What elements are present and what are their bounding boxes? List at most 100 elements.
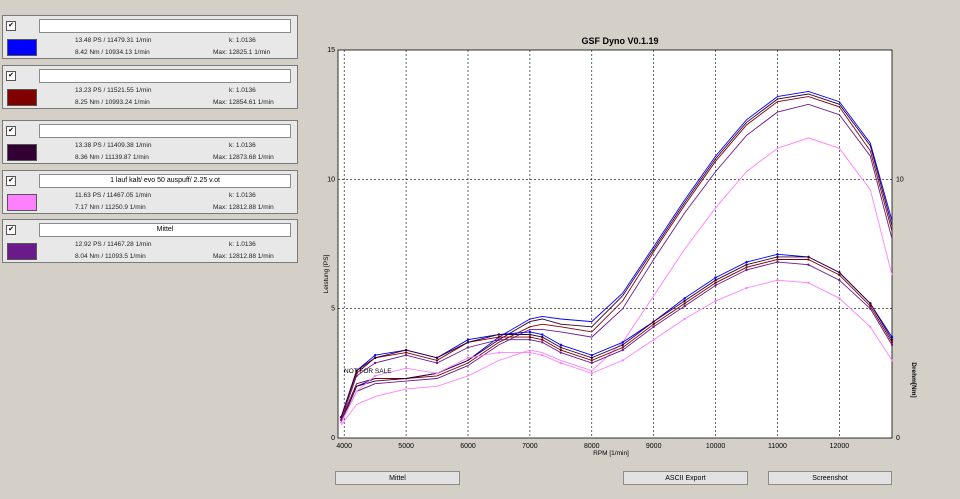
run-name-field[interactable]: 1 lauf kalt/ evo 50 auspuff/ 2.25 v.ot bbox=[39, 174, 291, 188]
torque-point bbox=[466, 341, 470, 344]
run-name-field[interactable] bbox=[39, 124, 291, 138]
run-panel: ✔ 1 lauf kalt/ evo 50 auspuff/ 2.25 v.ot… bbox=[2, 170, 298, 214]
not-for-sale-annotation: NOT FOR SALE bbox=[344, 368, 392, 375]
torque-point bbox=[683, 299, 686, 303]
torque-point bbox=[466, 338, 470, 341]
torque-point bbox=[541, 338, 544, 341]
run-torque-value: 8.04 Nm / 11093.5 1/min bbox=[75, 253, 146, 260]
run-power-value: 13.48 PS / 11479.31 1/min bbox=[75, 37, 152, 44]
screenshot-button[interactable]: Screenshot bbox=[768, 471, 892, 485]
torque-point bbox=[559, 346, 563, 349]
torque-point bbox=[528, 338, 532, 341]
run-color-swatch[interactable] bbox=[7, 144, 37, 161]
torque-point bbox=[807, 258, 810, 261]
run-checkbox[interactable]: ✔ bbox=[6, 21, 16, 31]
torque-point bbox=[404, 351, 408, 354]
run-panel: ✔ 13.38 PS / 11409.38 1/min 8.36 Nm / 11… bbox=[2, 120, 298, 164]
torque-point bbox=[714, 284, 717, 287]
y2-tick-label: 10 bbox=[896, 176, 904, 183]
torque-point bbox=[869, 325, 872, 328]
torque-point bbox=[559, 351, 563, 354]
torque-point bbox=[435, 359, 439, 362]
torque-point bbox=[776, 279, 779, 282]
torque-point bbox=[339, 421, 343, 424]
torque-point bbox=[621, 346, 624, 349]
run-panel: ✔ 13.48 PS / 11479.31 1/min 8.42 Nm / 10… bbox=[2, 15, 298, 59]
y-axis-ticks: 0 5 10 15 bbox=[327, 47, 335, 442]
dyno-chart: GSF Dyno V0.1.19 4000 5000 6000 7000 8000 900… bbox=[320, 32, 920, 464]
run-checkbox[interactable]: ✔ bbox=[6, 71, 16, 81]
torque-point bbox=[404, 348, 408, 352]
run-panel: ✔ Mittel 12.92 PS / 11467.28 1/min 8.04 … bbox=[2, 219, 298, 263]
run-checkbox[interactable]: ✔ bbox=[6, 176, 16, 186]
torque-point bbox=[528, 335, 532, 339]
torque-point bbox=[776, 258, 779, 261]
torque-point bbox=[497, 351, 501, 354]
torque-point bbox=[890, 341, 894, 344]
torque-point bbox=[807, 263, 810, 266]
run-color-swatch[interactable] bbox=[7, 39, 37, 56]
torque-point bbox=[355, 369, 358, 372]
torque-point bbox=[652, 320, 655, 323]
run-power-value: 13.23 PS / 11521.55 1/min bbox=[75, 87, 152, 94]
run-power-value: 13.38 PS / 11409.38 1/min bbox=[75, 142, 152, 149]
torque-point bbox=[776, 253, 779, 256]
torque-point bbox=[838, 279, 841, 282]
run-k-factor: k: 1.0136 bbox=[229, 37, 256, 44]
torque-point bbox=[590, 354, 593, 357]
torque-point bbox=[541, 354, 544, 357]
run-name-field[interactable] bbox=[39, 19, 291, 33]
run-color-swatch[interactable] bbox=[7, 243, 37, 260]
ascii-export-button[interactable]: ASCII Export bbox=[623, 471, 748, 485]
torque-point bbox=[776, 255, 779, 259]
power-series-line bbox=[340, 137, 893, 426]
torque-point bbox=[838, 271, 841, 274]
torque-point bbox=[466, 356, 470, 360]
torque-point bbox=[373, 374, 377, 378]
y-tick-label: 10 bbox=[327, 176, 335, 183]
run-power-value: 11.63 PS / 11467.05 1/min bbox=[75, 192, 152, 199]
mittel-button[interactable]: Mittel bbox=[335, 471, 460, 485]
run-color-swatch[interactable] bbox=[7, 194, 37, 211]
run-torque-value: 8.36 Nm / 11139.87 1/min bbox=[75, 154, 149, 161]
torque-point bbox=[890, 359, 894, 362]
x-tick-label: 8000 bbox=[584, 443, 600, 450]
torque-point bbox=[745, 268, 748, 272]
torque-point bbox=[621, 348, 624, 352]
torque-point bbox=[541, 333, 544, 336]
torque-point bbox=[466, 346, 470, 349]
power-series-line bbox=[340, 93, 893, 423]
torque-point bbox=[714, 299, 717, 303]
run-color-swatch[interactable] bbox=[7, 89, 37, 106]
y-tick-label: 0 bbox=[331, 435, 335, 442]
run-max-rpm: Max: 12825.1 1/min bbox=[213, 49, 271, 56]
torque-point bbox=[683, 297, 686, 300]
run-max-rpm: Max: 12873.68 1/min bbox=[213, 154, 274, 161]
torque-point bbox=[497, 335, 501, 339]
x-tick-label: 5000 bbox=[398, 443, 414, 450]
torque-point bbox=[890, 343, 894, 347]
torque-point bbox=[890, 335, 894, 339]
y-tick-label: 15 bbox=[327, 47, 335, 54]
run-name-field[interactable]: Mittel bbox=[39, 223, 291, 237]
torque-point bbox=[683, 317, 686, 321]
run-torque-value: 8.25 Nm / 10993.24 1/min bbox=[75, 99, 150, 106]
torque-point bbox=[528, 330, 532, 334]
torque-point bbox=[435, 361, 439, 365]
torque-point bbox=[404, 366, 408, 370]
torque-point bbox=[745, 266, 748, 269]
x-tick-label: 6000 bbox=[460, 443, 476, 450]
x-tick-label: 9000 bbox=[646, 443, 662, 450]
torque-point bbox=[528, 333, 532, 336]
torque-point bbox=[590, 361, 593, 365]
torque-point bbox=[869, 302, 872, 305]
torque-point bbox=[745, 260, 748, 264]
torque-point bbox=[776, 260, 779, 264]
run-panel: ✔ 13.23 PS / 11521.55 1/min 8.25 Nm / 10… bbox=[2, 65, 298, 109]
run-checkbox[interactable]: ✔ bbox=[6, 126, 16, 136]
torque-point bbox=[745, 286, 748, 290]
run-checkbox[interactable]: ✔ bbox=[6, 225, 16, 235]
torque-point bbox=[838, 273, 841, 277]
run-name-field[interactable] bbox=[39, 69, 291, 83]
torque-point bbox=[838, 297, 841, 300]
